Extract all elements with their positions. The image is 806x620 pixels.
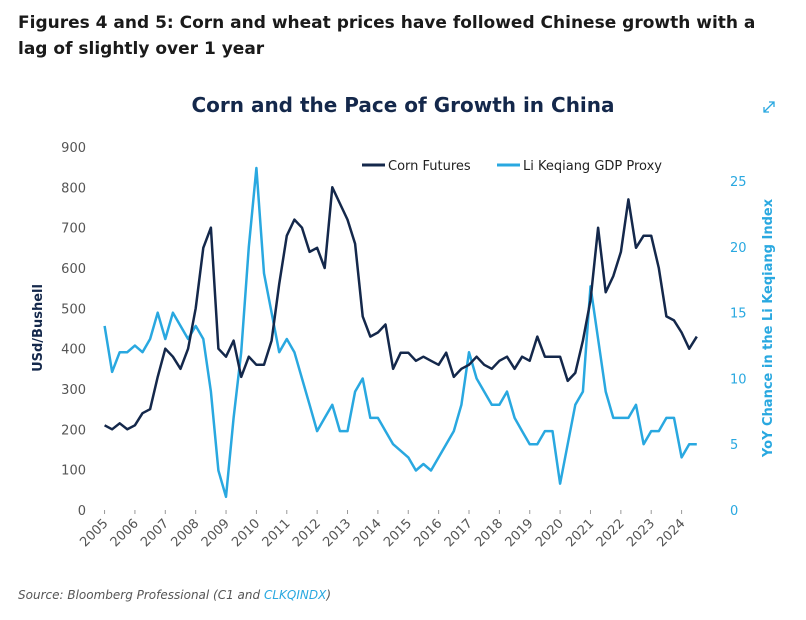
y-tick-label: 500 xyxy=(61,302,86,317)
x-tick-label: 2017 xyxy=(442,516,476,550)
x-tick-label: 2016 xyxy=(411,516,445,550)
x-tick-label: 2010 xyxy=(229,516,263,550)
x-tick-label: 2013 xyxy=(320,516,354,550)
chart-title: Corn and the Pace of Growth in China xyxy=(191,93,614,117)
x-tick-label: 2012 xyxy=(290,516,324,550)
expand-icon[interactable] xyxy=(763,101,775,113)
x-tick-label: 2005 xyxy=(77,516,111,550)
x-tick-label: 2015 xyxy=(381,516,415,550)
legend-label: Corn Futures xyxy=(388,159,471,174)
series-line xyxy=(104,186,698,431)
x-tick-label: 2021 xyxy=(563,516,597,550)
x-tick-label: 2007 xyxy=(138,516,172,550)
x-tick-label: 2019 xyxy=(503,516,537,550)
y2-axis-label: YoY Chance in the Li Keqiang Index xyxy=(761,198,776,458)
legend-label: Li Keqiang GDP Proxy xyxy=(523,159,662,174)
y-tick-label: 900 xyxy=(61,141,86,156)
y2-tick-label: 15 xyxy=(730,307,747,322)
y-tick-label: 600 xyxy=(61,262,86,277)
y-tick-label: 700 xyxy=(61,222,86,237)
y-tick-label: 300 xyxy=(61,383,86,398)
y-tick-label: 200 xyxy=(61,423,86,438)
x-tick-label: 2008 xyxy=(168,516,202,550)
source-note: Source: Bloomberg Professional (C1 and C… xyxy=(18,588,331,602)
x-tick-label: 2020 xyxy=(533,516,567,550)
x-tick-label: 2011 xyxy=(260,516,294,550)
x-tick-label: 2023 xyxy=(624,516,658,550)
y-tick-label: 800 xyxy=(61,181,86,196)
y-tick-label: 100 xyxy=(61,464,86,479)
x-tick-label: 2009 xyxy=(199,516,233,550)
y-tick-label: 400 xyxy=(61,343,86,358)
header-title: Figures 4 and 5: Corn and wheat prices h… xyxy=(18,13,756,59)
y2-tick-label: 10 xyxy=(730,372,747,387)
y-axis-label: USd/Bushell xyxy=(31,284,46,372)
source-prefix: Source: Bloomberg Professional (C1 and xyxy=(18,588,264,602)
series-line xyxy=(103,166,697,499)
x-tick-label: 2014 xyxy=(351,516,385,550)
y2-tick-label: 25 xyxy=(730,175,747,190)
y-tick-label: 0 xyxy=(78,504,86,519)
x-tick-label: 2022 xyxy=(594,516,628,550)
y2-tick-label: 20 xyxy=(730,241,747,256)
x-tick-label: 2006 xyxy=(108,516,142,550)
x-tick-label: 2024 xyxy=(654,516,688,550)
source-suffix: ) xyxy=(326,588,331,602)
y2-tick-label: 0 xyxy=(730,504,738,519)
expand-arrow xyxy=(763,101,775,113)
x-tick-label: 2018 xyxy=(472,516,506,550)
source-link[interactable]: CLKQINDX xyxy=(263,588,327,602)
y2-tick-label: 5 xyxy=(730,438,738,453)
